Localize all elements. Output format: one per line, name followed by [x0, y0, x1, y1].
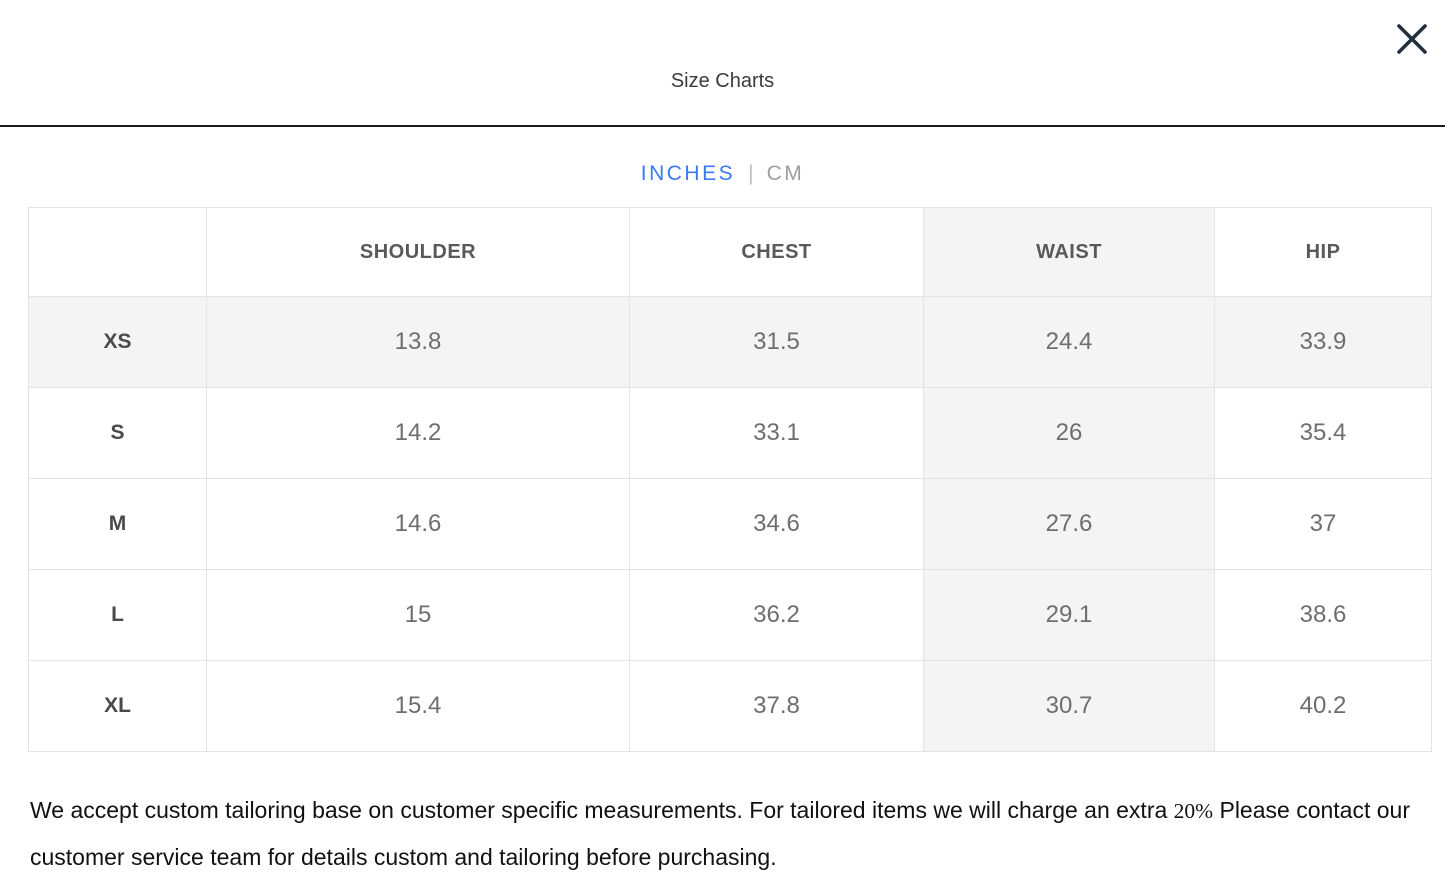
table-row-l: L 15 36.2 29.1 38.6	[28, 569, 1432, 661]
row-label: XS	[28, 296, 207, 388]
value-cell: 14.6	[206, 478, 630, 570]
value-cell: 35.4	[1214, 387, 1432, 479]
header-row: SHOULDER CHEST WAIST HIP	[28, 207, 1432, 297]
value-cell: 26	[923, 387, 1215, 479]
tab-cm[interactable]: CM	[766, 162, 805, 185]
table-row-xs: XS 13.8 31.5 24.4 33.9	[28, 296, 1432, 388]
value-cell: 24.4	[923, 296, 1215, 388]
header-cell-chest: CHEST	[629, 207, 924, 297]
tailoring-note-text: We accept custom tailoring base on custo…	[30, 797, 1174, 823]
row-label: L	[28, 569, 207, 661]
units-separator: |	[748, 162, 754, 185]
value-cell: 15.4	[206, 660, 630, 752]
size-chart-table: SHOULDER CHEST WAIST HIP XS 13.8 31.5 24…	[28, 207, 1432, 752]
header-cell-shoulder: SHOULDER	[206, 207, 630, 297]
value-cell: 37	[1214, 478, 1432, 570]
table-row-s: S 14.2 33.1 26 35.4	[28, 387, 1432, 479]
units-toggle: INCHES | CM	[0, 162, 1445, 186]
table-header: SHOULDER CHEST WAIST HIP	[28, 207, 1432, 297]
tab-inches[interactable]: INCHES	[640, 162, 736, 185]
value-cell: 30.7	[923, 660, 1215, 752]
value-cell: 37.8	[629, 660, 924, 752]
header-cell-empty	[28, 207, 207, 297]
modal-header: Size Charts	[0, 0, 1445, 127]
page-title: Size Charts	[670, 70, 775, 92]
header-cell-waist: WAIST	[923, 207, 1215, 297]
tailoring-note-text: Please contact our customer service team…	[30, 797, 1410, 870]
row-label: M	[28, 478, 207, 570]
value-cell: 33.9	[1214, 296, 1432, 388]
value-cell: 34.6	[629, 478, 924, 570]
value-cell: 33.1	[629, 387, 924, 479]
value-cell: 31.5	[629, 296, 924, 388]
table-row-xl: XL 15.4 37.8 30.7 40.2	[28, 660, 1432, 752]
value-cell: 36.2	[629, 569, 924, 661]
table-row-m: M 14.6 34.6 27.6 37	[28, 478, 1432, 570]
value-cell: 15	[206, 569, 630, 661]
value-cell: 27.6	[923, 478, 1215, 570]
value-cell: 13.8	[206, 296, 630, 388]
value-cell: 38.6	[1214, 569, 1432, 661]
value-cell: 29.1	[923, 569, 1215, 661]
close-icon	[1397, 24, 1427, 54]
tailoring-extra-percent: 20%	[1173, 799, 1214, 823]
tailoring-note: We accept custom tailoring base on custo…	[30, 787, 1420, 880]
row-label: XL	[28, 660, 207, 752]
close-button[interactable]	[1391, 18, 1433, 60]
value-cell: 40.2	[1214, 660, 1432, 752]
header-cell-hip: HIP	[1214, 207, 1432, 297]
row-label: S	[28, 387, 207, 479]
value-cell: 14.2	[206, 387, 630, 479]
